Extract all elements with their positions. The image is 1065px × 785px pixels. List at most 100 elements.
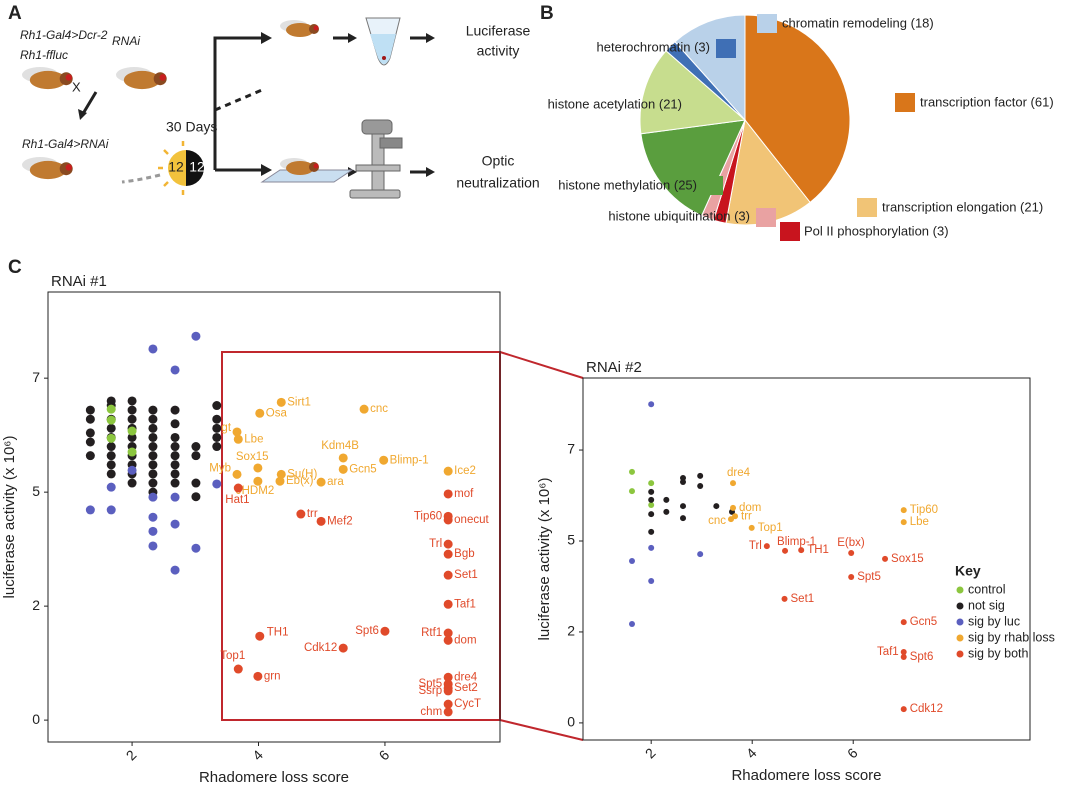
point: [900, 648, 907, 655]
point-label: Eb(x): [286, 475, 314, 487]
point: [233, 434, 243, 444]
point: [127, 405, 137, 415]
panel-label: B: [540, 3, 554, 24]
point: [212, 423, 222, 433]
microscope: [349, 119, 403, 199]
legend-swatch: [757, 14, 777, 33]
cross-symbol: X: [72, 79, 81, 94]
point: [170, 469, 180, 479]
y-tick-label: 0: [567, 714, 575, 730]
point-label: Ice2: [454, 465, 476, 477]
point: [648, 528, 655, 535]
point: [148, 526, 158, 536]
point-label: chm: [420, 706, 442, 718]
legend-marker: [956, 602, 964, 610]
fly-eye: [159, 74, 167, 81]
legend-swatch: [716, 39, 736, 58]
fly-body: [286, 161, 314, 175]
point: [379, 455, 389, 465]
y-tick-label: 2: [567, 623, 575, 639]
dark-hours: 12: [189, 159, 205, 175]
pie-slice: [640, 119, 746, 217]
point: [148, 469, 158, 479]
slice-label: chromatin remodeling (18): [782, 15, 934, 30]
x-axis-label: Rhadomere loss score: [731, 767, 881, 784]
point-label: TH1: [267, 626, 289, 638]
fly-eye: [65, 74, 73, 81]
point-label: CycT: [454, 698, 481, 710]
point: [127, 396, 137, 406]
point-label: E(bx): [837, 537, 865, 549]
point: [106, 442, 116, 452]
point-label: dre4: [454, 671, 478, 683]
point: [900, 507, 907, 514]
legend-marker: [956, 618, 964, 626]
point: [170, 405, 180, 415]
point-label: Spt6: [355, 625, 379, 637]
point: [848, 549, 855, 556]
point: [106, 505, 116, 515]
legend-label: sig by luc: [968, 614, 1020, 628]
point: [170, 519, 180, 529]
point-label: Set1: [454, 569, 478, 581]
point: [85, 505, 95, 515]
point-label: Top1: [220, 650, 245, 662]
legend-swatch: [857, 198, 877, 217]
point-label: Myb: [209, 462, 231, 474]
point: [628, 620, 635, 627]
point: [730, 480, 737, 487]
point: [648, 578, 655, 585]
point-label: grn: [264, 670, 281, 682]
point-label: Taf1: [877, 646, 899, 658]
point: [148, 423, 158, 433]
point: [85, 451, 95, 461]
point-label: Spt6: [910, 651, 934, 663]
point-label: Sox15: [236, 451, 269, 463]
point: [233, 664, 243, 674]
point: [212, 432, 222, 442]
point: [276, 397, 286, 407]
point-label: Hat1: [225, 494, 249, 506]
point: [106, 423, 116, 433]
fly: [280, 20, 319, 37]
point: [276, 469, 286, 479]
point-label: Ssrp: [419, 685, 443, 697]
point: [730, 504, 737, 511]
legend-marker: [956, 650, 964, 658]
point-label: Rtf1: [421, 627, 442, 639]
legend-label: control: [968, 582, 1006, 596]
point-label: onecut: [454, 514, 489, 526]
point-label: Lbe: [244, 433, 263, 445]
point: [191, 492, 201, 502]
point: [148, 442, 158, 452]
y-tick-label: 7: [32, 369, 40, 385]
point-label: ara: [327, 476, 344, 488]
point: [443, 515, 453, 525]
point-label: Kdm4B: [321, 440, 359, 452]
point: [648, 488, 655, 495]
point: [316, 477, 326, 487]
point: [106, 451, 116, 461]
point: [127, 447, 137, 457]
plot-title: RNAi #1: [51, 273, 107, 290]
genotype: Rh1-Gal4>RNAi: [22, 137, 109, 151]
point-label: Top1: [758, 522, 783, 534]
point-label: dre4: [727, 467, 751, 479]
fly: [116, 67, 167, 90]
point-label: Mef2: [327, 515, 353, 527]
point: [232, 469, 242, 479]
assay: Optic: [482, 153, 515, 169]
point-label: Gcn5: [349, 463, 377, 475]
point: [338, 464, 348, 474]
point: [170, 460, 180, 470]
fly: [22, 67, 73, 90]
point: [275, 476, 285, 486]
point: [848, 574, 855, 581]
genotype: RNAi: [112, 34, 140, 48]
point: [170, 419, 180, 429]
point-label: Sirt1: [287, 396, 311, 408]
point: [443, 489, 453, 499]
point: [191, 331, 201, 341]
point: [680, 479, 687, 486]
point: [253, 463, 263, 473]
